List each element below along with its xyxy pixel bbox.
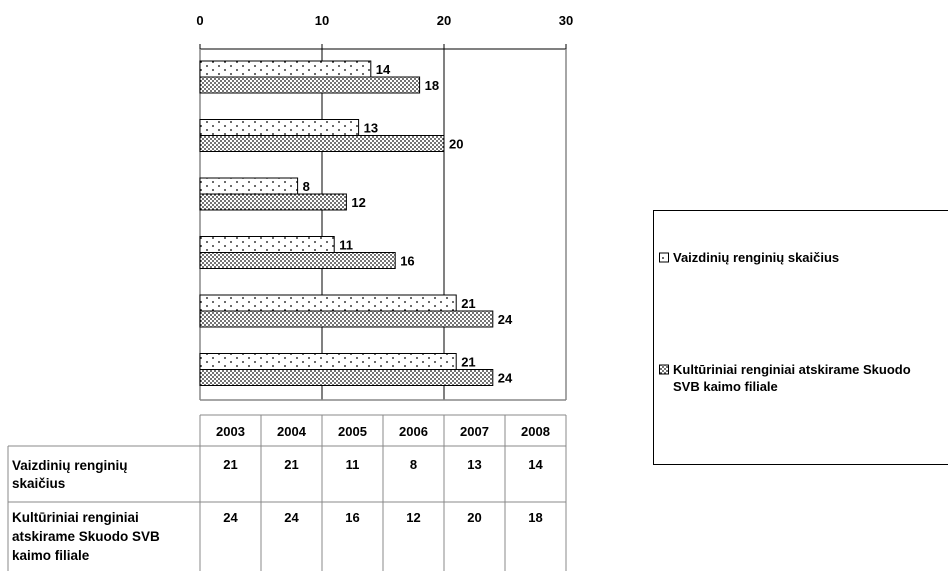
bar-series-1-2008 <box>200 61 371 77</box>
data-label: 8 <box>303 179 310 194</box>
table-cell: 24 <box>223 510 238 525</box>
table-row-label: skaičius <box>12 476 65 491</box>
x-tick-label: 0 <box>196 13 203 28</box>
legend-swatch-1 <box>660 253 669 262</box>
data-label: 24 <box>498 312 513 327</box>
table-row-label: Kultūriniai renginiai <box>12 510 139 525</box>
table-cell: 24 <box>284 510 299 525</box>
data-label: 21 <box>461 355 475 370</box>
table-cell: 21 <box>284 457 298 472</box>
table-cell: 21 <box>223 457 237 472</box>
table-header-cell: 2007 <box>460 424 489 439</box>
table-header-cell: 2005 <box>338 424 367 439</box>
table-row-label: atskirame Skuodo SVB <box>12 529 160 544</box>
bar-series-2-2006 <box>200 194 346 210</box>
table-header-cell: 2003 <box>216 424 245 439</box>
bar-series-1-2004 <box>200 295 456 311</box>
bar-series-1-2003 <box>200 354 456 370</box>
bar-series-1-2005 <box>200 237 334 253</box>
legend-label: Vaizdinių renginių skaičius <box>673 250 839 265</box>
table-cell: 14 <box>528 457 543 472</box>
legend-label: SVB kaimo filiale <box>673 379 778 394</box>
bar-series-1-2006 <box>200 178 298 194</box>
legend-swatch-2 <box>660 365 669 374</box>
table-row-label: Vaizdinių renginių <box>12 458 128 473</box>
bar-series-2-2005 <box>200 253 395 269</box>
legend: Vaizdinių renginių skaičius Kultūriniai r… <box>654 211 948 465</box>
data-label: 12 <box>351 195 365 210</box>
table-cell: 13 <box>467 457 481 472</box>
data-label: 18 <box>425 78 439 93</box>
table-header-cell: 2008 <box>521 424 550 439</box>
bar-series-1-2007 <box>200 120 359 136</box>
bar-series-2-2003 <box>200 370 493 386</box>
table-cell: 11 <box>346 457 360 472</box>
table-row-label: kaimo filiale <box>12 548 90 563</box>
table-header-cell: 2004 <box>277 424 307 439</box>
table-cell: 12 <box>406 510 420 525</box>
x-tick-label: 10 <box>315 13 329 28</box>
data-label: 21 <box>461 296 475 311</box>
bar-series-2-2008 <box>200 77 420 93</box>
data-label: 13 <box>364 121 378 136</box>
table-cell: 20 <box>467 510 481 525</box>
table-cell: 18 <box>528 510 542 525</box>
legend-box <box>654 211 948 465</box>
bar-series-2-2007 <box>200 136 444 152</box>
plot-area: 0 10 20 30 14 18 13 20 8 12 11 16 21 24 21 24 <box>196 13 573 400</box>
data-label: 20 <box>449 137 463 152</box>
x-tick-label: 20 <box>437 13 451 28</box>
bar-series-2-2004 <box>200 311 493 327</box>
x-tick-label: 30 <box>559 13 573 28</box>
data-label: 14 <box>376 62 391 77</box>
data-label: 24 <box>498 371 513 386</box>
data-table: 2003 2004 2005 2006 2007 2008 Vaizdinių rengin… <box>8 415 566 571</box>
table-cell: 16 <box>345 510 359 525</box>
table-header-cell: 2006 <box>399 424 428 439</box>
data-label: 16 <box>400 254 414 269</box>
data-label: 11 <box>339 238 353 253</box>
legend-label: Kultūriniai renginiai atskirame Skuodo <box>673 362 911 377</box>
table-cell: 8 <box>410 457 417 472</box>
